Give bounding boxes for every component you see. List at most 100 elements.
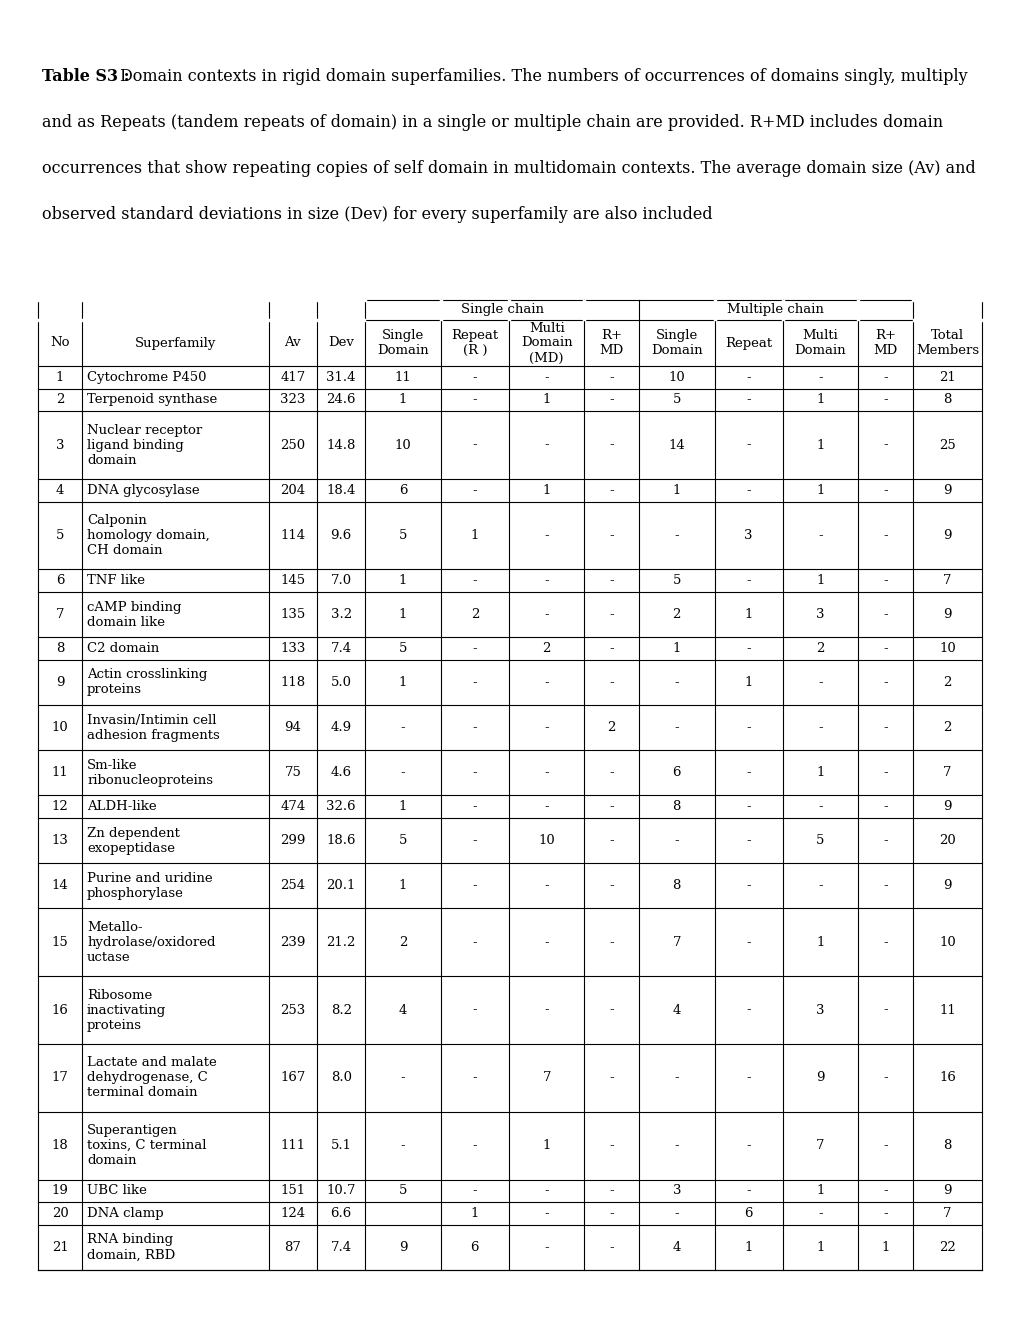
Text: -: - (882, 879, 887, 892)
Text: 2: 2 (542, 642, 550, 655)
Text: 7: 7 (943, 1206, 951, 1220)
Text: 8: 8 (943, 1139, 951, 1152)
Text: 20: 20 (938, 834, 955, 847)
Text: Table S3 :: Table S3 : (42, 69, 129, 84)
Text: Metallo-
hydrolase/oxidored
uctase: Metallo- hydrolase/oxidored uctase (87, 921, 215, 964)
Text: -: - (472, 676, 477, 689)
Text: 1: 1 (470, 529, 479, 543)
Text: 5: 5 (398, 642, 407, 655)
Text: -: - (817, 676, 822, 689)
Text: 75: 75 (284, 767, 301, 779)
Text: Multi
Domain
(MD): Multi Domain (MD) (521, 322, 572, 364)
Text: -: - (472, 1003, 477, 1016)
Text: TNF like: TNF like (87, 574, 145, 587)
Text: 254: 254 (280, 879, 305, 892)
Text: 9: 9 (56, 676, 64, 689)
Text: -: - (882, 1139, 887, 1152)
Text: -: - (472, 1139, 477, 1152)
Text: -: - (817, 529, 822, 543)
Text: -: - (544, 574, 548, 587)
Text: 145: 145 (280, 574, 305, 587)
Text: Calponin
homology domain,
CH domain: Calponin homology domain, CH domain (87, 513, 210, 557)
Text: 1: 1 (398, 676, 407, 689)
Text: -: - (882, 1206, 887, 1220)
Text: 1: 1 (672, 484, 681, 496)
Text: 1: 1 (815, 767, 823, 779)
Text: 4.9: 4.9 (330, 721, 352, 734)
Text: 11: 11 (52, 767, 68, 779)
Text: 2: 2 (943, 676, 951, 689)
Text: 133: 133 (280, 642, 306, 655)
Text: -: - (544, 529, 548, 543)
Text: -: - (746, 1139, 750, 1152)
Text: 10: 10 (538, 834, 554, 847)
Text: 1: 1 (542, 1139, 550, 1152)
Text: 7.4: 7.4 (330, 1241, 352, 1254)
Text: -: - (400, 767, 405, 779)
Text: -: - (472, 1072, 477, 1085)
Text: 10: 10 (52, 721, 68, 734)
Text: 4.6: 4.6 (330, 767, 352, 779)
Text: -: - (608, 1184, 613, 1197)
Text: -: - (746, 1184, 750, 1197)
Text: -: - (817, 371, 822, 384)
Text: -: - (544, 800, 548, 813)
Text: -: - (400, 1139, 405, 1152)
Text: 1: 1 (744, 676, 752, 689)
Text: Actin crosslinking
proteins: Actin crosslinking proteins (87, 668, 207, 697)
Text: cAMP binding
domain like: cAMP binding domain like (87, 601, 181, 628)
Text: -: - (882, 800, 887, 813)
Text: 2: 2 (943, 721, 951, 734)
Text: DNA glycosylase: DNA glycosylase (87, 484, 200, 496)
Text: 10: 10 (938, 936, 955, 949)
Text: 32.6: 32.6 (326, 800, 356, 813)
Text: -: - (882, 676, 887, 689)
Text: 323: 323 (280, 393, 306, 407)
Text: 1: 1 (542, 393, 550, 407)
Text: Terpenoid synthase: Terpenoid synthase (87, 393, 217, 407)
Text: -: - (544, 371, 548, 384)
Text: UBC like: UBC like (87, 1184, 147, 1197)
Text: -: - (544, 879, 548, 892)
Text: 299: 299 (280, 834, 306, 847)
Text: 1: 1 (398, 393, 407, 407)
Text: 9: 9 (398, 1241, 407, 1254)
Text: 6: 6 (744, 1206, 752, 1220)
Text: -: - (674, 721, 679, 734)
Text: -: - (400, 721, 405, 734)
Text: -: - (746, 721, 750, 734)
Text: 7: 7 (943, 574, 951, 587)
Text: 6: 6 (470, 1241, 479, 1254)
Text: 1: 1 (398, 879, 407, 892)
Text: -: - (746, 438, 750, 451)
Text: -: - (746, 879, 750, 892)
Text: -: - (544, 936, 548, 949)
Text: Cytochrome P450: Cytochrome P450 (87, 371, 207, 384)
Text: 3: 3 (815, 609, 824, 622)
Text: 7: 7 (815, 1139, 824, 1152)
Text: -: - (544, 609, 548, 622)
Text: -: - (746, 767, 750, 779)
Text: 31.4: 31.4 (326, 371, 356, 384)
Text: 114: 114 (280, 529, 305, 543)
Text: ALDH-like: ALDH-like (87, 800, 157, 813)
Text: 8.2: 8.2 (330, 1003, 352, 1016)
Text: -: - (472, 438, 477, 451)
Text: -: - (472, 1184, 477, 1197)
Text: R+
MD: R+ MD (599, 329, 624, 356)
Text: 124: 124 (280, 1206, 305, 1220)
Text: 9: 9 (943, 484, 951, 496)
Text: 5: 5 (672, 393, 681, 407)
Text: Multiple chain: Multiple chain (727, 304, 823, 317)
Text: -: - (817, 1206, 822, 1220)
Text: -: - (882, 767, 887, 779)
Text: 21: 21 (52, 1241, 68, 1254)
Text: -: - (472, 393, 477, 407)
Text: -: - (472, 936, 477, 949)
Text: -: - (608, 800, 613, 813)
Text: -: - (608, 574, 613, 587)
Text: 1: 1 (815, 393, 823, 407)
Text: 1: 1 (815, 1184, 823, 1197)
Text: 25: 25 (938, 438, 955, 451)
Text: 1: 1 (744, 609, 752, 622)
